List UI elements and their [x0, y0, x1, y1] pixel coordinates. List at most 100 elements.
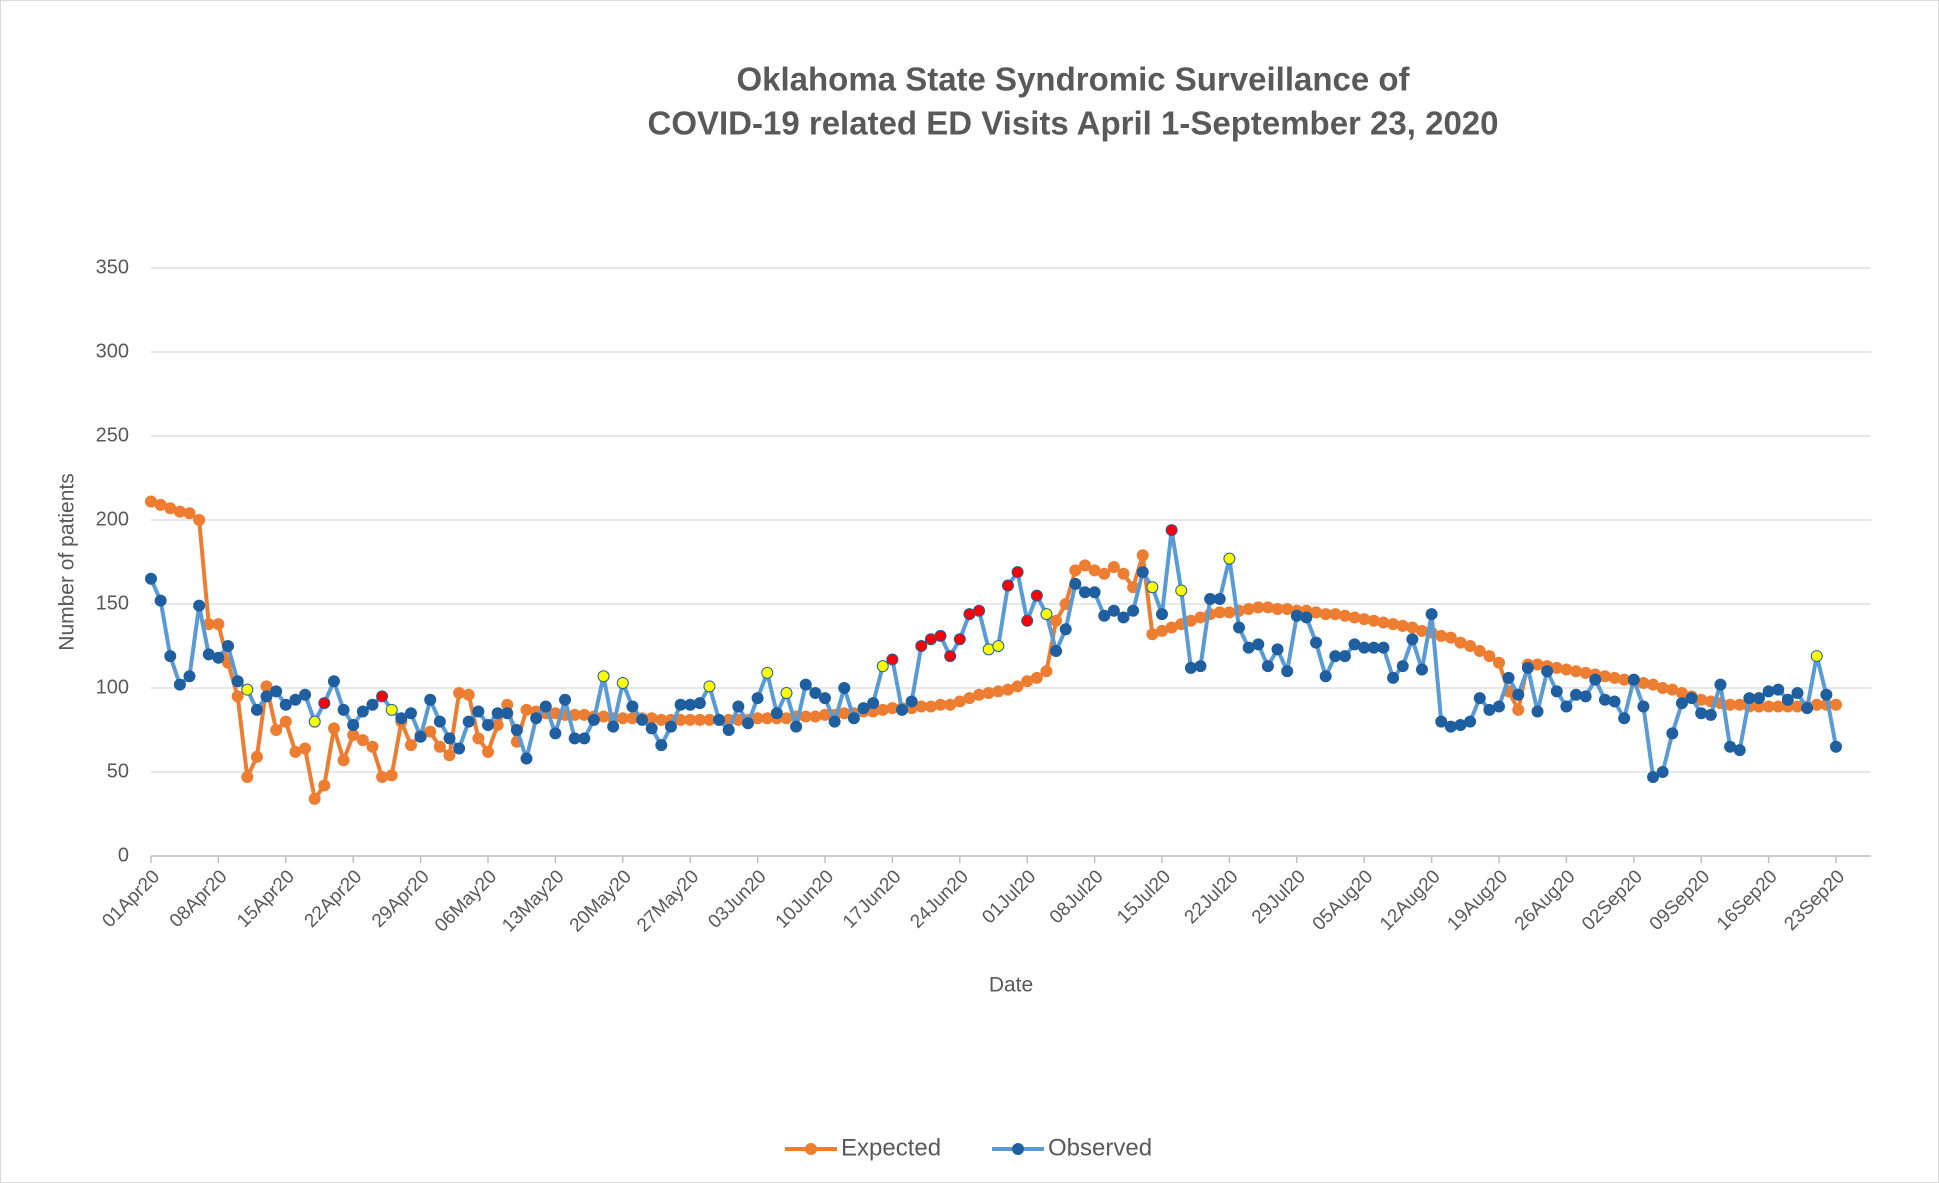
data-point	[404, 707, 417, 720]
data-point	[693, 697, 706, 710]
data-point	[1030, 589, 1043, 602]
data-point	[1502, 671, 1515, 684]
data-point	[1733, 744, 1746, 757]
data-point	[703, 680, 716, 693]
data-point	[655, 739, 668, 752]
data-point	[1021, 614, 1034, 627]
data-point	[1435, 629, 1448, 642]
data-point	[953, 633, 966, 646]
data-point	[1512, 703, 1525, 716]
data-point	[924, 700, 937, 713]
data-point	[1444, 631, 1457, 644]
data-point	[279, 715, 292, 728]
y-tick-label: 200	[96, 508, 129, 530]
data-point	[1560, 700, 1573, 713]
data-point	[626, 700, 639, 713]
data-point	[1830, 698, 1842, 711]
data-point	[1136, 566, 1149, 579]
data-point	[433, 740, 446, 753]
data-point	[645, 712, 658, 725]
data-point	[1493, 656, 1505, 669]
data-point	[1358, 613, 1371, 626]
data-point	[1271, 643, 1284, 656]
chart-title: Oklahoma State Syndromic Surveillance of	[736, 61, 1410, 98]
data-point	[616, 676, 629, 689]
data-point	[1261, 660, 1274, 673]
data-point	[241, 683, 254, 696]
data-point	[510, 724, 523, 736]
data-point	[1377, 616, 1390, 629]
data-point	[664, 720, 677, 733]
data-point	[366, 740, 379, 753]
data-point	[1184, 661, 1197, 674]
data-point	[520, 703, 533, 716]
data-point	[1695, 707, 1708, 720]
data-point	[1098, 609, 1111, 622]
data-point	[260, 690, 273, 703]
y-tick-label: 300	[96, 340, 129, 362]
data-point	[761, 666, 774, 679]
data-point	[1078, 559, 1091, 572]
data-point	[1348, 611, 1361, 624]
data-point	[1801, 702, 1814, 715]
data-point	[462, 715, 475, 728]
data-point	[828, 715, 841, 728]
data-point	[751, 692, 764, 705]
y-tick-label: 150	[96, 592, 129, 614]
data-point	[1165, 524, 1178, 537]
data-point	[1136, 549, 1149, 562]
data-point	[347, 718, 360, 731]
data-point	[1290, 609, 1303, 622]
data-point	[1030, 671, 1043, 684]
data-point	[838, 682, 851, 694]
data-point	[1088, 586, 1101, 599]
y-axis-title: Number of patients	[56, 473, 79, 650]
data-point	[1791, 687, 1804, 700]
data-point	[1704, 708, 1717, 721]
data-point	[327, 675, 340, 688]
data-point	[145, 572, 157, 585]
data-point	[1512, 688, 1525, 701]
data-point	[443, 749, 456, 762]
data-point	[1685, 692, 1698, 705]
data-point	[356, 734, 369, 747]
data-point	[1560, 663, 1573, 676]
data-point	[1618, 712, 1631, 725]
data-point	[915, 640, 928, 652]
data-point	[1521, 661, 1534, 674]
data-point	[530, 712, 543, 725]
data-point	[183, 670, 196, 683]
data-point	[1367, 614, 1380, 627]
data-point	[1011, 680, 1024, 693]
data-point	[819, 692, 831, 705]
data-point	[1396, 619, 1409, 632]
data-point	[1319, 670, 1332, 683]
data-point	[684, 698, 697, 711]
data-point	[741, 717, 754, 730]
data-point	[472, 705, 485, 718]
data-point	[337, 703, 350, 716]
data-point	[1310, 636, 1323, 649]
data-point	[1050, 614, 1063, 627]
data-point	[222, 640, 235, 652]
data-point	[250, 703, 263, 716]
data-point	[1223, 552, 1236, 565]
data-point	[270, 685, 283, 698]
legend-label: Expected	[841, 1134, 941, 1161]
data-point	[212, 618, 225, 631]
data-point	[1570, 688, 1583, 701]
data-point	[1329, 608, 1342, 621]
data-point	[318, 697, 331, 710]
data-point	[1387, 671, 1400, 684]
data-point	[1406, 633, 1419, 646]
data-point	[1473, 645, 1486, 658]
data-point	[1608, 671, 1621, 684]
data-point	[1415, 624, 1428, 637]
data-point	[1656, 682, 1669, 694]
data-point	[356, 705, 369, 718]
data-point	[809, 687, 822, 700]
data-point	[1483, 650, 1496, 663]
data-point	[1541, 665, 1554, 678]
data-point	[973, 688, 986, 701]
